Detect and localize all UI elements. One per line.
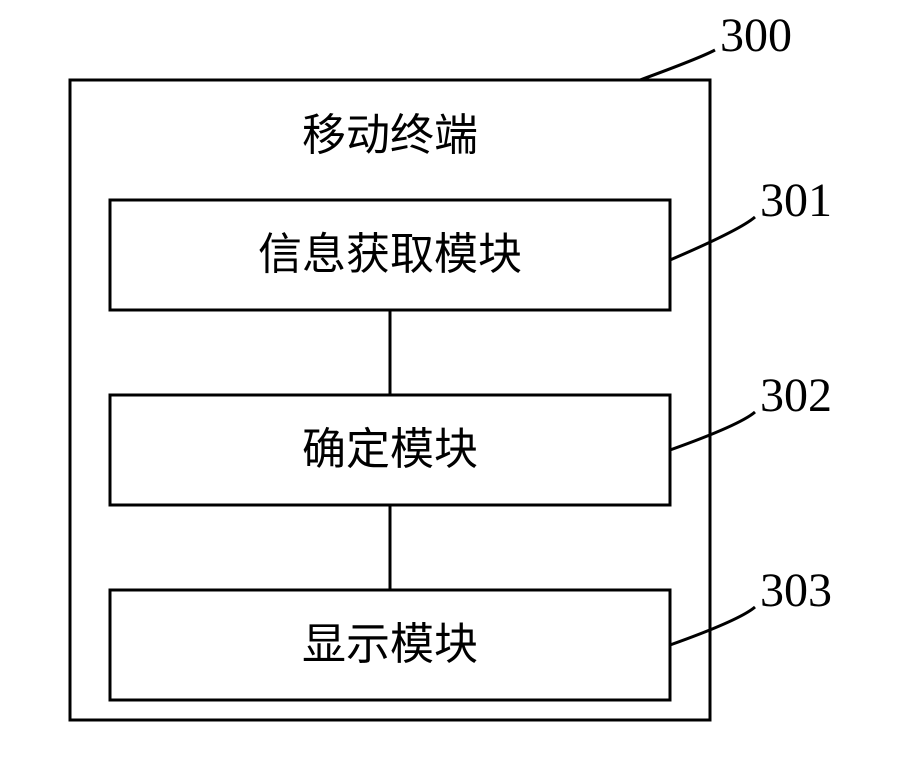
- diagram-canvas: 移动终端 300 信息获取模块 301 确定模块 302 显示模块 303: [0, 0, 900, 783]
- module-302-label: 302: [760, 369, 832, 422]
- module-303-text: 显示模块: [302, 620, 478, 669]
- outer-label: 300: [720, 9, 792, 62]
- module-301-label: 301: [760, 174, 832, 227]
- module-302-text: 确定模块: [302, 425, 478, 474]
- leader-line: [640, 50, 715, 80]
- leader-line: [670, 607, 755, 645]
- leader-line: [670, 217, 755, 260]
- module-303-label: 303: [760, 564, 832, 617]
- leader-line: [670, 412, 755, 450]
- outer-title: 移动终端: [302, 111, 478, 160]
- module-301-text: 信息获取模块: [258, 230, 522, 279]
